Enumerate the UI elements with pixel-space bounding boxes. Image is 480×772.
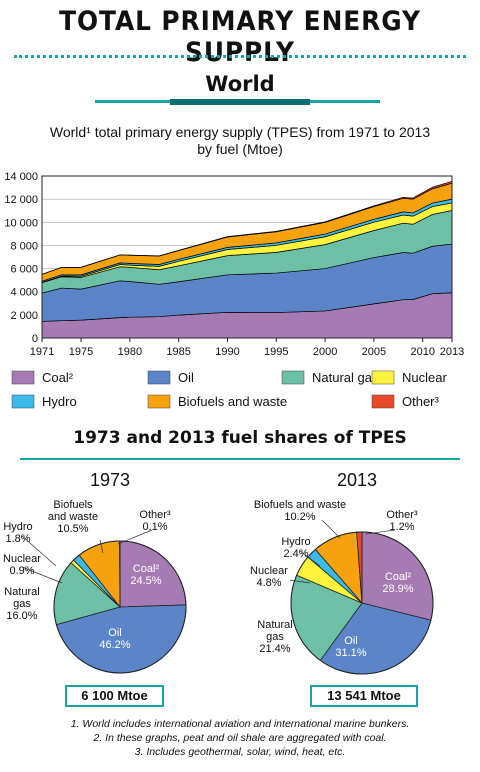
- pie-leader-line: [321, 519, 341, 539]
- y-tick-label: 6 000: [10, 264, 38, 276]
- pie-section-divider: [20, 458, 460, 460]
- x-tick-label: 2013: [440, 346, 464, 358]
- x-tick-label: 2005: [362, 346, 386, 358]
- total-2013: 13 541 Mtoe: [310, 685, 418, 707]
- pie-2013-label-oil: 31.1%: [335, 647, 366, 659]
- pie-2013-label-other: Other³: [386, 509, 418, 521]
- legend-swatch-nuclear: [371, 370, 395, 385]
- pie-1973-outline: [53, 540, 187, 674]
- legend-label: Coal²: [42, 370, 74, 385]
- pie-leader-line: [365, 529, 396, 535]
- pie-2013-label-other: 1.2%: [389, 521, 414, 533]
- area-chart-title: World¹ total primary energy supply (TPES…: [20, 124, 460, 158]
- legend-label: Biofuels and waste: [178, 394, 287, 409]
- legend-swatch-other: [371, 394, 395, 409]
- legend-swatch-oil: [147, 370, 171, 385]
- pie-2013-outline: [290, 531, 434, 675]
- pie-1973-label-nuclear: 0.9%: [9, 565, 34, 577]
- pie-1973-label-oil: Oil: [108, 627, 121, 639]
- pie-2013-label-gas: 21.4%: [259, 643, 290, 655]
- pie-1973-label-nuclear: Nuclear: [3, 553, 41, 565]
- legend-swatch-biofuels-and-waste: [147, 394, 171, 409]
- pie-leader-line: [21, 566, 63, 584]
- pie-leader-line: [99, 539, 104, 554]
- y-tick-label: 4 000: [10, 287, 38, 299]
- pie-2013-year: 2013: [336, 470, 378, 490]
- pie-2013-label-gas: Natural: [257, 619, 292, 631]
- legend-label: Natural gas: [312, 370, 379, 385]
- pie-1973-label-bio: 10.5%: [57, 523, 88, 535]
- pie-2013-label-nuclear: 4.8%: [256, 577, 281, 589]
- x-tick-label: 1971: [30, 346, 54, 358]
- x-tick-label: 1975: [69, 346, 93, 358]
- pie-1973-label-gas: gas: [13, 598, 31, 610]
- pie-leader-line: [299, 550, 321, 567]
- pie-1973-label-hydro: 1.8%: [5, 533, 30, 545]
- x-tick-label: 2000: [313, 346, 337, 358]
- pie-leader-line: [117, 529, 153, 545]
- title-divider: [14, 55, 466, 58]
- legend-label: Hydro: [42, 394, 77, 409]
- x-tick-label: 1995: [264, 346, 288, 358]
- pie-2013-label-hydro: Hydro: [281, 536, 310, 548]
- pie-1973-year: 1973: [89, 470, 131, 490]
- pie-leader-line: [21, 535, 57, 567]
- x-tick-label: 1985: [166, 346, 190, 358]
- pie-1973-label-other: Other³: [139, 509, 171, 521]
- legend-label: Oil: [178, 370, 194, 385]
- plot-frame: [41, 175, 453, 339]
- pie-section-title: 1973 and 2013 fuel shares of TPES: [73, 428, 407, 448]
- pie-1973-label-bio: and waste: [48, 511, 98, 523]
- y-tick-label: 12 000: [4, 194, 38, 206]
- pie-1973-label-coal: 24.5%: [130, 575, 161, 587]
- x-tick-label: 2010: [410, 346, 434, 358]
- x-tick-label: 1990: [215, 346, 239, 358]
- pie-1973-label-oil: 46.2%: [99, 639, 130, 651]
- footnote-1: 1. World includes international aviation…: [70, 718, 410, 730]
- y-tick-label: 14 000: [4, 171, 38, 183]
- legend-label: Nuclear: [402, 370, 447, 385]
- region-underline-accent: [170, 99, 310, 105]
- page-title: TOTAL PRIMARY ENERGY SUPPLY: [59, 6, 421, 68]
- y-tick-label: 8 000: [10, 240, 38, 252]
- footnote-2: 2. In these graphs, peat and oil shale a…: [93, 732, 387, 744]
- y-tick-label: 2 000: [10, 310, 38, 322]
- pie-2013-label-coal: Coal²: [385, 571, 412, 583]
- pie-1973-label-gas: 16.0%: [6, 610, 37, 622]
- pie-1973-label-other: 0.1%: [142, 521, 167, 533]
- pie-1973-label-bio: Biofuels: [53, 499, 93, 511]
- pie-2013-label-gas: gas: [266, 631, 284, 643]
- legend-swatch-hydro: [11, 394, 35, 409]
- pie-1973-label-gas: Natural: [4, 586, 39, 598]
- x-tick-label: 1980: [118, 346, 142, 358]
- area-chart-title-line2: by fuel (Mtoe): [197, 141, 283, 157]
- pie-2013-label-oil: Oil: [344, 635, 357, 647]
- y-tick-label: 10 000: [4, 217, 38, 229]
- footnote-3: 3. Includes geothermal, solar, wind, hea…: [134, 746, 346, 758]
- pie-leader-line: [289, 579, 311, 584]
- pie-2013-label-coal: 28.9%: [382, 583, 413, 595]
- area-chart-title-line1: World¹ total primary energy supply (TPES…: [49, 124, 431, 140]
- pie-1973-label-hydro: Hydro: [3, 521, 32, 533]
- legend-label: Other³: [402, 394, 440, 409]
- y-tick-label: 0: [32, 333, 38, 345]
- pie-2013-label-bio: 10.2%: [284, 511, 315, 523]
- total-1973: 6 100 Mtoe: [65, 685, 164, 707]
- pie-1973-label-coal: Coal²: [133, 563, 160, 575]
- pie-2013-label-nuclear: Nuclear: [250, 565, 288, 577]
- legend-swatch-coal: [11, 370, 35, 385]
- pie-2013-label-bio: Biofuels and waste: [254, 499, 346, 511]
- legend-swatch-natural-gas: [281, 370, 305, 385]
- region-title: World: [205, 72, 275, 96]
- pie-2013-label-hydro: 2.4%: [283, 548, 308, 560]
